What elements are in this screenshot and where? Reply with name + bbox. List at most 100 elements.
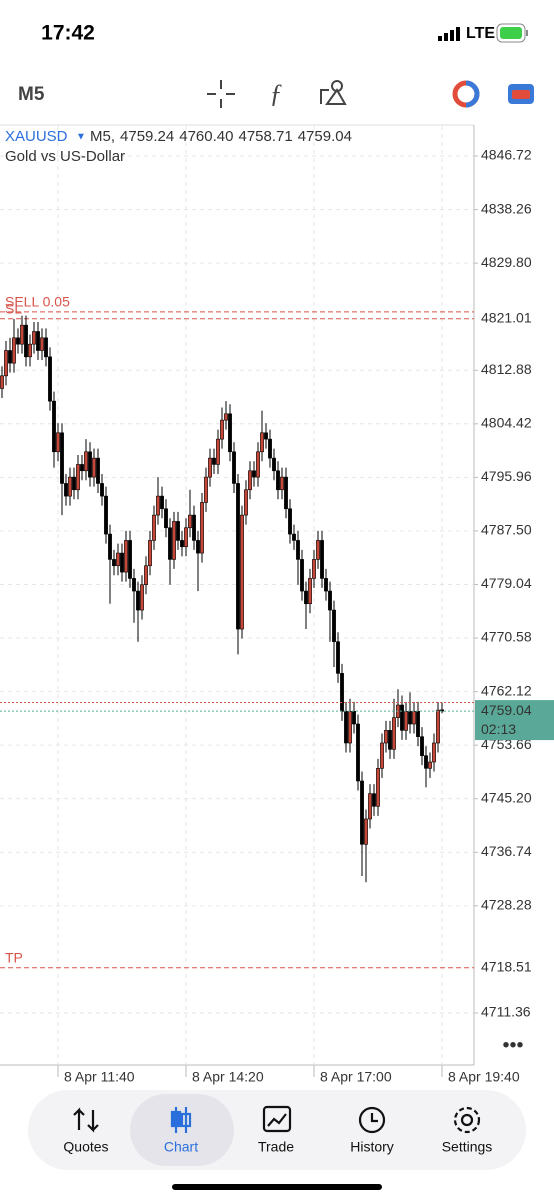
tab-bar — [28, 1090, 526, 1170]
y-tick-label: 4787.50 — [481, 522, 532, 538]
candle-body — [136, 590, 140, 611]
candle-body — [436, 709, 440, 744]
candle-body — [348, 711, 352, 744]
candle-body — [284, 476, 288, 510]
candle-body — [208, 457, 212, 478]
y-tick-label: 4736.74 — [481, 843, 532, 859]
crosshair-button[interactable] — [207, 80, 235, 108]
tab-selected-bg — [130, 1094, 234, 1166]
candle-body — [216, 438, 220, 465]
candle-body — [280, 476, 284, 491]
candle-body — [380, 742, 384, 769]
tab-2[interactable]: Trade — [258, 1139, 294, 1155]
candle-body — [108, 533, 112, 560]
candle-body — [316, 540, 320, 560]
y-tick-label: 4728.28 — [481, 897, 532, 913]
current-price: 4759.04 — [481, 702, 532, 718]
candle-body — [0, 375, 4, 389]
candle-body — [28, 343, 32, 358]
tab-4[interactable]: Settings — [442, 1139, 493, 1155]
candle-body — [144, 565, 148, 586]
candle-body — [48, 356, 52, 402]
candle-body — [264, 432, 268, 440]
candle-body — [360, 780, 364, 845]
y-tick-label: 4711.36 — [481, 1004, 531, 1020]
candle-body — [240, 514, 244, 630]
y-tick-label: 4762.12 — [481, 682, 532, 698]
chart-header: M5, 4759.24 4760.40 4758.71 4759.04 — [90, 128, 352, 145]
candle-body — [424, 755, 428, 769]
candle-body — [104, 495, 108, 535]
candle-body — [168, 527, 172, 560]
candle-body — [188, 514, 192, 529]
candle-body — [160, 495, 164, 510]
candle-body — [64, 483, 68, 497]
level-price-label: 4821.01 — [481, 309, 532, 325]
ohlc-value: 4759.24 — [120, 128, 174, 145]
more-button[interactable]: ••• — [502, 1034, 523, 1056]
candle-body — [220, 419, 224, 440]
symbol-description: Gold vs US-Dollar — [5, 148, 125, 165]
candle-body — [44, 337, 48, 358]
y-tick-label: 4812.88 — [481, 361, 532, 377]
y-tick-label: 4846.72 — [481, 147, 532, 163]
y-tick-label: 4779.04 — [481, 575, 532, 591]
timeframe-label: M5, — [90, 128, 115, 145]
candle-body — [244, 489, 248, 516]
candle-body — [68, 476, 72, 497]
candle-body — [356, 723, 360, 782]
candle-body — [428, 761, 432, 769]
candle-body — [72, 476, 76, 491]
candle-body — [92, 457, 96, 478]
tab-icons — [73, 1105, 481, 1134]
candle-body — [304, 590, 308, 605]
indicators-button[interactable]: ƒ — [270, 79, 283, 108]
candle-body — [292, 533, 296, 541]
candle-body — [36, 331, 40, 351]
candle-body — [24, 324, 28, 358]
candle-body — [12, 337, 16, 364]
level-price-bg — [475, 308, 554, 329]
price-tag — [475, 700, 554, 741]
candle-body — [288, 508, 292, 535]
candle-body — [400, 704, 404, 731]
candle-body — [156, 495, 160, 516]
candle-body — [364, 818, 368, 845]
candle-body — [32, 331, 36, 345]
tab-0[interactable]: Quotes — [63, 1139, 108, 1155]
tab-3[interactable]: History — [350, 1139, 394, 1155]
y-tick-label: 4829.80 — [481, 254, 532, 270]
symbol-dropdown[interactable]: ▼ — [76, 132, 86, 143]
symbol[interactable]: XAUUSD — [5, 128, 68, 145]
candle-body — [432, 742, 436, 763]
candle-body — [200, 502, 204, 554]
y-tick-label: 4804.42 — [481, 415, 532, 431]
candle-body — [408, 711, 412, 725]
y-tick-label: 4745.20 — [481, 789, 532, 805]
accounts-button[interactable] — [508, 84, 534, 104]
candle-body — [416, 711, 420, 737]
battery — [496, 23, 528, 43]
candle-body — [324, 578, 328, 592]
candle-body — [84, 451, 88, 472]
candle-body — [52, 400, 56, 453]
candle-body — [252, 470, 256, 478]
objects-button[interactable] — [320, 80, 347, 105]
tab-1[interactable]: Chart — [164, 1139, 198, 1155]
candle-body — [140, 584, 144, 611]
trade-button[interactable] — [452, 80, 480, 108]
candle-body — [372, 793, 376, 807]
candle-body — [308, 578, 312, 605]
timeframe-button[interactable]: M5 — [18, 84, 45, 105]
ohlc-value: 4758.71 — [238, 128, 292, 145]
candle-body — [116, 552, 120, 567]
x-tick-label: 8 Apr 11:40 — [64, 1069, 135, 1085]
candle-body — [404, 711, 408, 731]
candle-body — [40, 337, 44, 351]
candle-body — [328, 590, 332, 611]
x-tick-label: 8 Apr 19:40 — [448, 1069, 520, 1085]
candle-body — [76, 464, 80, 491]
candle-body — [232, 451, 236, 484]
candle-body — [204, 476, 208, 503]
